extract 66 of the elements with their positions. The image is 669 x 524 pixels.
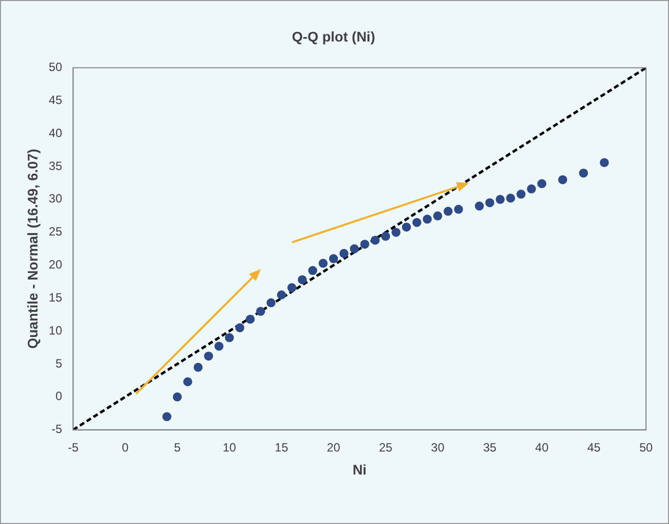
point: [392, 228, 401, 237]
point: [422, 214, 432, 224]
x-tick-label: 10: [222, 440, 236, 454]
point: [224, 333, 234, 342]
point: [506, 194, 516, 203]
point: [339, 248, 348, 258]
point: [287, 283, 296, 292]
point: [276, 290, 286, 300]
x-tick-label: 0: [122, 440, 129, 454]
point: [474, 202, 484, 211]
y-tick-label: 50: [48, 60, 62, 74]
point: [329, 254, 338, 264]
point: [162, 412, 172, 422]
y-tick-label: 45: [48, 93, 62, 108]
point: [235, 323, 244, 332]
x-tick-label: 40: [535, 440, 549, 454]
y-tick-label: 20: [48, 258, 62, 272]
point: [600, 158, 609, 168]
chart-title: Q-Q plot (Ni): [292, 28, 376, 44]
y-tick-label: 10: [48, 323, 62, 338]
point: [350, 244, 359, 254]
x-tick-label: 15: [274, 440, 288, 454]
point: [381, 232, 390, 241]
point: [246, 314, 255, 324]
point: [183, 377, 192, 386]
point: [214, 342, 224, 351]
y-tick-label: 25: [48, 224, 62, 239]
point: [537, 179, 546, 188]
y-tick-label: 40: [48, 126, 62, 140]
point: [496, 194, 505, 204]
point: [558, 175, 568, 184]
x-tick-label: 45: [587, 440, 601, 454]
point: [516, 190, 526, 199]
point: [370, 236, 380, 245]
point: [579, 168, 588, 178]
point: [318, 258, 328, 268]
point: [266, 298, 276, 308]
x-tick-label: 30: [431, 440, 445, 454]
x-tick-label: 5: [174, 440, 181, 454]
x-tick-label: -5: [68, 440, 79, 454]
y-tick-label: 15: [48, 290, 62, 304]
x-tick-label: 35: [483, 440, 497, 454]
y-tick-label: 5: [55, 356, 62, 370]
point: [204, 352, 214, 361]
y-tick-label: -5: [51, 422, 62, 436]
point: [444, 206, 453, 216]
y-tick-label: 0: [55, 389, 62, 404]
x-tick-label: 50: [639, 440, 653, 454]
point: [194, 362, 203, 372]
point: [402, 222, 411, 232]
point: [172, 392, 182, 402]
point: [256, 306, 266, 316]
point: [308, 266, 318, 276]
point: [526, 184, 536, 194]
point: [433, 211, 442, 220]
x-tick-label: 25: [378, 440, 393, 454]
point: [454, 204, 464, 214]
point: [360, 240, 370, 249]
point: [485, 198, 494, 208]
point: [298, 275, 307, 284]
y-tick-label: 35: [48, 158, 62, 173]
point: [412, 218, 422, 227]
x-tick-label: 20: [326, 440, 341, 454]
x-axis-title: Ni: [352, 461, 367, 478]
y-axis-title: Quantile - Normal (16.49, 6.07): [24, 148, 40, 349]
y-tick-label: 30: [48, 192, 62, 206]
